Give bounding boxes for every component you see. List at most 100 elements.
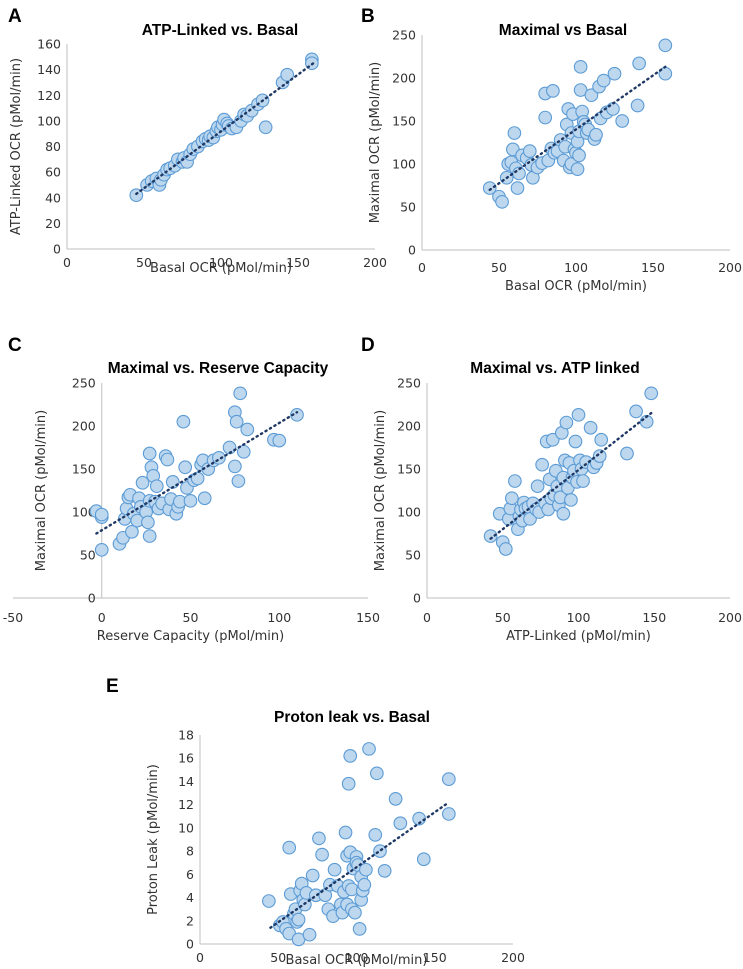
data-point-c [228, 459, 242, 474]
data-point-e [441, 807, 456, 821]
x-tick-label-b: 50 [491, 260, 507, 275]
data-point-e [262, 894, 276, 908]
x-tick-label-b: 150 [641, 260, 665, 275]
data-point-c [142, 446, 157, 461]
y-tick-label-a: 80 [45, 139, 61, 154]
data-point-c [240, 422, 255, 437]
data-point-e [312, 831, 326, 846]
y-tick-label-d: 250 [397, 376, 421, 391]
panel-letter-c: C [8, 335, 22, 356]
data-point-c [197, 491, 212, 506]
x-axis-title-b: Basal OCR (pMol/min) [505, 279, 647, 294]
data-point-e [305, 868, 320, 883]
data-point-c [149, 479, 164, 494]
panel-letter-d: D [361, 335, 375, 356]
data-point-e [348, 905, 362, 920]
data-point-e [352, 922, 367, 936]
data-point-b [570, 162, 585, 177]
y-tick-label-a: 60 [45, 165, 61, 180]
x-tick-label-d: 100 [567, 610, 591, 625]
x-tick-label-d: 0 [423, 610, 431, 625]
chart-title-e: Proton leak vs. Basal [274, 709, 430, 726]
panel-d: D Maximal vs. ATP linked 0 50 100 150 200 0 50 10… [361, 335, 742, 644]
trendline-a [135, 62, 315, 196]
data-point-c [125, 524, 139, 539]
data-point-c [94, 542, 109, 557]
data-point-d [535, 457, 549, 472]
panel-letter-a: A [8, 6, 22, 27]
data-point-c [183, 493, 198, 508]
y-tick-label-e: 4 [186, 890, 194, 905]
data-point-d [508, 474, 522, 488]
data-point-a [129, 188, 144, 203]
x-tick-label-e: 0 [196, 950, 204, 965]
y-tick-label-e: 14 [178, 774, 194, 789]
chart-title-a: ATP-Linked vs. Basal [142, 22, 298, 39]
panel-a: A ATP-Linked vs. Basal 0 50 100 150 200 0 20 40 60… [8, 6, 387, 276]
panel-letter-e: E [106, 676, 119, 697]
x-tick-label-c: 0 [98, 610, 106, 625]
y-tick-label-e: 2 [186, 913, 194, 928]
x-tick-label-a: 100 [209, 255, 233, 270]
x-axis-title-a: Basal OCR (pMol/min) [150, 261, 292, 276]
y-tick-label-c: 100 [72, 505, 96, 520]
data-point-b [572, 148, 586, 163]
panel-letter-b: B [361, 6, 375, 27]
data-point-d [583, 420, 598, 435]
data-point-d [559, 415, 574, 430]
y-tick-label-d: 150 [397, 462, 421, 477]
data-point-b [522, 144, 537, 158]
y-tick-label-b: 200 [392, 71, 416, 86]
y-tick-label-d: 50 [405, 548, 421, 563]
y-tick-label-b: 0 [408, 243, 416, 258]
y-tick-label-c: 0 [88, 591, 96, 606]
y-tick-label-a: 160 [37, 37, 61, 52]
data-point-d [576, 474, 590, 488]
y-tick-label-a: 140 [37, 62, 61, 77]
y-tick-label-b: 250 [392, 28, 416, 43]
y-tick-label-b: 100 [392, 157, 416, 172]
data-point-a [258, 120, 273, 135]
data-point-e [315, 847, 329, 862]
data-point-b [606, 102, 620, 116]
data-point-e [388, 792, 403, 806]
data-point-e [441, 772, 456, 786]
x-tick-label-a: 200 [363, 255, 387, 270]
x-tick-label-d: 50 [495, 610, 511, 625]
data-point-b [510, 181, 525, 195]
data-point-e [282, 840, 297, 855]
y-tick-label-a: 0 [53, 242, 61, 257]
data-point-c [94, 507, 109, 522]
data-point-b [507, 126, 522, 140]
y-tick-label-e: 6 [186, 867, 194, 882]
data-point-e [341, 776, 356, 791]
y-axis-title-e: Proton Leak (pMol/min) [146, 764, 161, 915]
data-point-e [327, 862, 342, 877]
data-point-b [573, 59, 588, 74]
y-tick-label-e: 0 [186, 937, 194, 952]
data-point-d [504, 491, 519, 506]
x-tick-label-a: 0 [63, 255, 71, 270]
data-point-b [658, 38, 673, 53]
data-point-d [592, 449, 607, 463]
data-point-c [212, 450, 226, 465]
x-tick-label-d: 150 [642, 610, 666, 625]
x-tick-label-a: 50 [136, 255, 152, 270]
y-tick-label-e: 10 [178, 820, 194, 835]
y-axis-title-b: Maximal OCR (pMol/min) [368, 62, 383, 223]
y-tick-label-c: 250 [72, 376, 96, 391]
panel-c: C Maximal vs. Reserve Capacity -50 0 50 100 15… [3, 335, 380, 644]
y-tick-label-c: 150 [72, 462, 96, 477]
x-tick-label-c: 100 [267, 610, 291, 625]
data-point-d [556, 506, 571, 521]
x-tick-label-d: 200 [718, 610, 742, 625]
panel-e: E Proton leak vs. Basal 0 50 100 150 200 0 2 4 6 8 1… [106, 676, 525, 968]
data-point-b [495, 194, 509, 209]
data-point-d [498, 542, 513, 556]
x-tick-label-e: 150 [423, 950, 447, 965]
data-point-d [571, 407, 586, 422]
data-point-c [290, 407, 304, 422]
data-point-c [135, 475, 150, 490]
data-point-d [564, 493, 578, 507]
x-tick-label-b: 100 [564, 260, 588, 275]
